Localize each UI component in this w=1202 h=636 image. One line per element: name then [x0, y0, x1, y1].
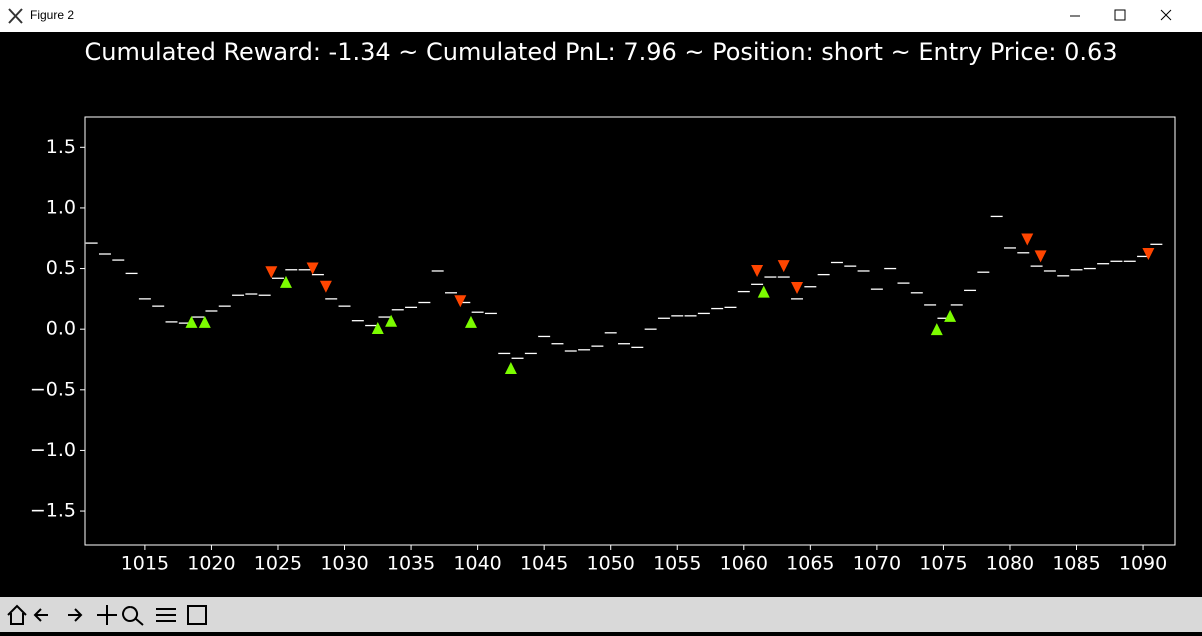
x-tick-label: 1015: [121, 553, 169, 575]
sell-marker: [751, 264, 764, 277]
x-tick-label: 1025: [254, 553, 302, 575]
plot-area: [84, 116, 1176, 546]
x-tick-label: 1090: [1119, 553, 1167, 575]
sell-marker: [791, 281, 804, 294]
buy-marker: [385, 314, 398, 327]
buy-marker: [944, 309, 957, 322]
maximize-button[interactable]: [1114, 9, 1126, 21]
sell-marker: [306, 262, 319, 275]
sell-marker: [1021, 233, 1034, 246]
buy-marker: [198, 315, 211, 328]
configure-button[interactable]: [156, 608, 176, 622]
x-tick-label: 1035: [387, 553, 435, 575]
x-tick-label: 1060: [720, 553, 768, 575]
x-tick-label: 1045: [520, 553, 568, 575]
buy-marker: [279, 275, 292, 288]
back-button[interactable]: [33, 608, 48, 622]
x-tick-label: 1065: [786, 553, 834, 575]
window-title: Figure 2: [30, 8, 75, 22]
x-tick-label: 1040: [453, 553, 501, 575]
home-button[interactable]: [7, 604, 27, 625]
y-tick-label: 0.5: [46, 257, 76, 279]
toolbar-buttons[interactable]: [0, 597, 220, 632]
x-tick-label: 1050: [587, 553, 635, 575]
app-icon: [8, 8, 23, 24]
sell-marker: [454, 295, 467, 308]
buy-marker: [930, 323, 943, 336]
chart-title: Cumulated Reward: -1.34 ~ Cumulated PnL:…: [84, 38, 1117, 66]
buy-marker: [464, 315, 477, 328]
buy-marker: [371, 321, 384, 334]
forward-button[interactable]: [68, 608, 83, 622]
sell-marker: [319, 280, 332, 293]
y-tick-label: −1.5: [30, 500, 76, 522]
x-tick-label: 1080: [986, 553, 1034, 575]
zoom-button[interactable]: [122, 606, 144, 626]
close-button[interactable]: [1160, 9, 1172, 21]
buy-marker: [504, 361, 517, 374]
y-tick-label: 0.0: [46, 318, 76, 340]
toolbar: [0, 597, 1202, 632]
window-controls[interactable]: [1062, 0, 1202, 32]
buy-marker: [185, 315, 198, 328]
x-tick-label: 1020: [187, 553, 235, 575]
y-tick-label: 1.5: [46, 136, 76, 158]
y-tick-label: −0.5: [30, 378, 76, 400]
x-tick-label: 1075: [919, 553, 967, 575]
buy-marker: [757, 285, 770, 298]
sell-marker: [1034, 250, 1047, 263]
x-tick-label: 1070: [853, 553, 901, 575]
y-tick-label: 1.0: [46, 196, 76, 218]
sell-marker: [265, 266, 278, 279]
sell-marker: [1142, 248, 1155, 261]
y-tick-label: −1.0: [30, 439, 76, 461]
x-tick-label: 1055: [653, 553, 701, 575]
x-tick-label: 1030: [320, 553, 368, 575]
pan-button[interactable]: [97, 605, 117, 625]
sell-marker: [777, 260, 790, 273]
chart: Cumulated Reward: -1.34 ~ Cumulated PnL:…: [30, 38, 1176, 575]
title-bar: Figure 2: [0, 0, 1202, 32]
x-tick-label: 1085: [1052, 553, 1100, 575]
save-button[interactable]: [187, 605, 207, 625]
